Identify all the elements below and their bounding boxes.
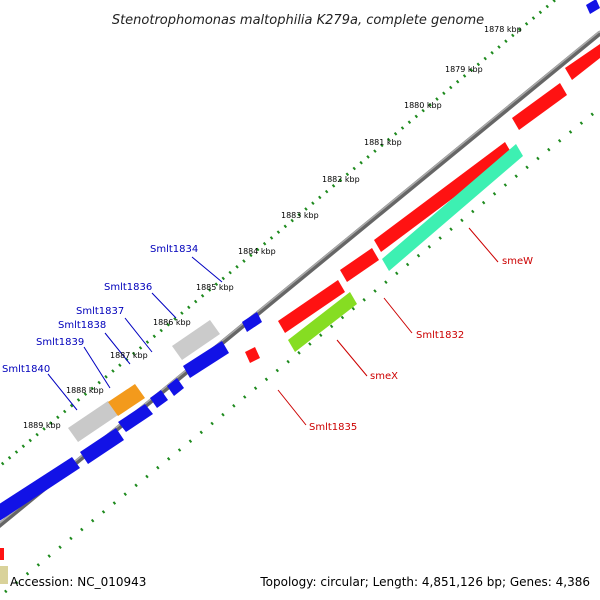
gene-block-edge	[0, 566, 8, 584]
gene-block	[167, 378, 184, 396]
tick-label: 1879 kbp	[445, 65, 483, 74]
gene-block	[340, 248, 379, 282]
gene-label[interactable]: smeW	[502, 256, 533, 267]
tick-label: 1887 kbp	[110, 351, 148, 360]
leader-line	[151, 292, 177, 319]
leader-line	[124, 317, 153, 353]
gene-block-edge	[0, 548, 4, 560]
pseudo-genes	[68, 320, 220, 442]
gene-label[interactable]: Smlt1839	[36, 337, 84, 348]
leader-line	[104, 332, 131, 365]
gene-block	[242, 312, 262, 332]
gene-label[interactable]: Smlt1838	[58, 320, 106, 331]
gene-block	[80, 428, 124, 464]
tick-label: 1883 kbp	[281, 211, 319, 220]
gene-block	[172, 320, 220, 360]
reverse-gene-labels: smeW Smlt1832 smeX Smlt1835	[309, 256, 533, 433]
gene-label[interactable]: Smlt1837	[76, 306, 124, 317]
tick-label: 1884 kbp	[238, 247, 276, 256]
map-title: Stenotrophomonas maltophilia K279a, comp…	[112, 13, 484, 28]
gene-block	[278, 280, 345, 333]
gene-block-top	[586, 0, 600, 14]
tick-label: 1878 kbp	[484, 25, 522, 34]
tick-label: 1886 kbp	[153, 318, 191, 327]
gene-block	[512, 83, 567, 130]
tick-label: 1882 kbp	[322, 175, 360, 184]
gene-label[interactable]: Smlt1840	[2, 364, 50, 375]
gene-block	[288, 292, 357, 352]
gene-label[interactable]: Smlt1832	[416, 330, 464, 341]
tick-labels: 1878 kbp 1879 kbp 1880 kbp 1881 kbp 1882…	[23, 25, 522, 430]
gene-block	[374, 142, 512, 252]
genome-summary-text: Topology: circular; Length: 4,851,126 bp…	[259, 575, 590, 589]
tick-label: 1880 kbp	[404, 101, 442, 110]
gene-block	[183, 341, 229, 378]
leader-line	[383, 297, 413, 334]
leader-line	[336, 339, 368, 377]
forward-strand-genes	[0, 0, 600, 521]
gene-block	[245, 347, 260, 363]
tick-label: 1888 kbp	[66, 386, 104, 395]
gene-label[interactable]: smeX	[370, 371, 398, 382]
gene-block	[0, 457, 80, 521]
gene-block	[150, 390, 168, 408]
gene-label[interactable]: Smlt1834	[150, 244, 198, 255]
gene-label[interactable]: Smlt1835	[309, 422, 357, 433]
forward-gene-labels: Smlt1834 Smlt1836 Smlt1837 Smlt1838 Smlt…	[2, 244, 198, 375]
leader-line	[191, 256, 223, 283]
gene-label[interactable]: Smlt1836	[104, 282, 152, 293]
leader-lines	[47, 227, 499, 426]
leader-line	[83, 346, 111, 389]
tick-label: 1885 kbp	[196, 283, 234, 292]
accession-text: Accession: NC_010943	[10, 575, 146, 589]
tick-label: 1889 kbp	[23, 421, 61, 430]
gene-block	[68, 401, 118, 442]
gene-block	[565, 44, 600, 80]
reverse-strand-genes	[245, 44, 600, 363]
gene-block	[118, 404, 153, 432]
leader-line	[47, 373, 78, 411]
leader-line	[277, 389, 307, 426]
gene-block	[108, 384, 145, 416]
tick-label: 1881 kbp	[364, 138, 402, 147]
leader-line	[468, 227, 499, 263]
gene-block	[382, 144, 523, 271]
inner-tick-ring	[4, 106, 600, 594]
